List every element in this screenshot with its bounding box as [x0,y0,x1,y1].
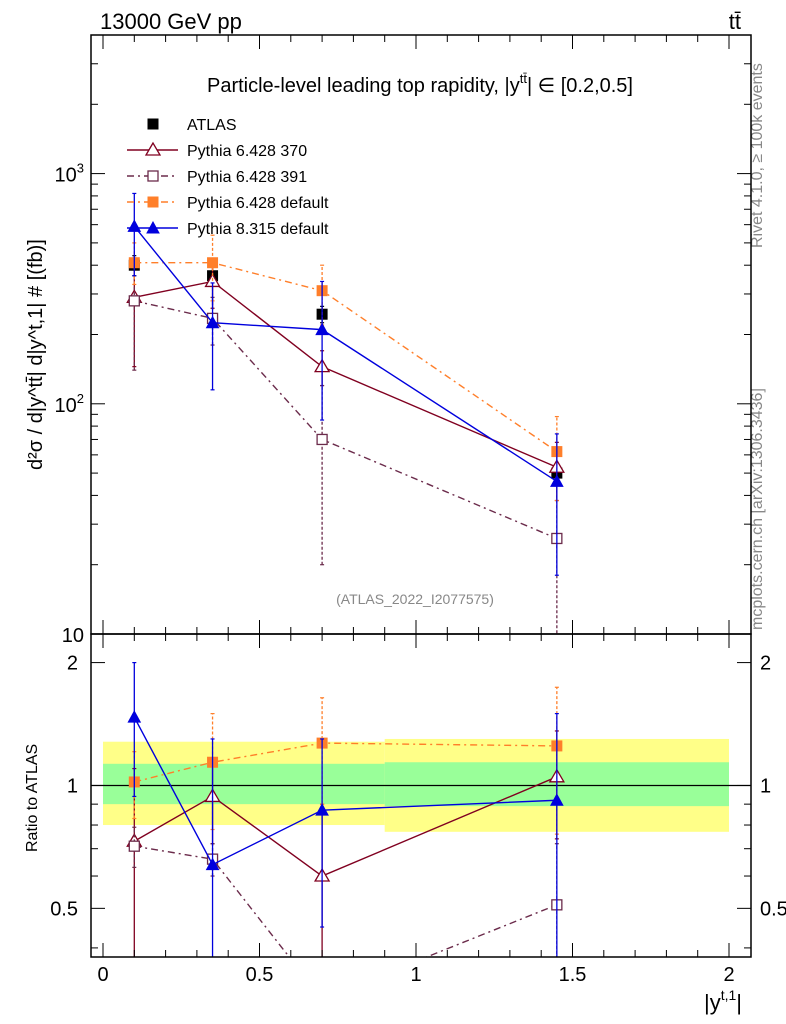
ratio-y-tick-label: 1 [67,775,78,797]
ratio-data-point [317,994,327,1004]
plot-title-sup: tt̄ [520,71,528,86]
x-axis-label-sup: t,1 [721,987,737,1003]
main-series-0 [128,255,563,485]
x-axis-label-main: |y [704,990,721,1015]
ratio-series-line-3 [134,742,557,783]
legend-label: Pythia 6.428 370 [187,143,307,160]
ratio-series-4 [127,661,564,957]
plot-title-main: Particle-level leading top rapidity, |y [207,75,520,97]
main-data-point [205,315,220,329]
legend-entry-2: Pythia 6.428 391 [127,169,307,186]
process-label: tt̄ [729,9,741,34]
main-series-1 [126,257,565,502]
ratio-data-point [315,803,329,816]
x-tick-label: 0.5 [246,964,274,986]
y-tick-label: 102 [55,391,84,417]
main-axis-ticks: 10 102 103 [55,34,751,647]
ratio-panel: 0 0.5 1 1.5 2 0.5 0.5 1 1 2 2 Ratio to ATLAS [24,633,786,1004]
ratio-y-tick-label: 2 [67,653,78,675]
main-data-point [550,474,564,487]
legend-marker [147,196,159,208]
x-axis-label: |yt,1| [704,987,742,1015]
legend-marker [147,170,159,182]
main-data-point [316,433,328,446]
main-series-line-1 [134,280,558,468]
ratio-series-line-1 [133,776,558,877]
legend-entry-4: Pythia 8.315 default [127,220,329,238]
ratio-band-inner [103,763,385,805]
main-series-2 [128,259,563,634]
legend-marker [147,118,159,130]
main-panel: 10 102 103 Particle-level leading top rapi… [25,34,752,647]
x-axis-label-tail: | [736,990,742,1015]
energy-label: 13000 GeV pp [100,9,242,34]
main-data-point [315,322,329,336]
main-series-4 [127,192,564,576]
legend-label: Pythia 8.315 default [187,221,329,238]
legend-label: ATLAS [187,117,237,134]
ratio-data-point [127,710,142,723]
analysis-id: (ATLAS_2022_I2077575) [336,591,494,607]
ratio-series-line-4 [133,716,557,866]
legend-label: Pythia 6.428 391 [187,169,307,186]
main-series-line-2 [134,300,558,540]
ratio-plot-series [91,661,751,1004]
ratio-frame [90,633,752,958]
y-axis-label: d²σ / d|y^tt̄| d|y^t,1| # [(fb)] [25,239,47,470]
legend-marker [146,220,160,234]
legend-marker [144,141,162,156]
legend-entry-1: Pythia 6.428 370 [127,141,307,160]
y-tick-label: 10 [62,625,84,647]
ratio-data-point [205,857,220,871]
legend: ATLAS Pythia 6.428 370 Pythia 6.428 391 Pyt… [127,117,329,238]
main-data-point [127,219,142,232]
legend-entry-0: ATLAS [147,117,237,134]
ratio-series-2 [128,826,563,1004]
main-plot-series [126,192,565,634]
mcplots-label: mcplots.cern.ch [arXiv:1306.3436] [749,388,766,630]
y-tick-label: 103 [55,161,84,187]
plot-title-tail: | ∈ [0.2,0.5] [527,75,633,97]
ratio-y-tick-label-right: 2 [760,653,771,675]
x-tick-label: 1 [410,964,421,986]
main-data-point [207,257,219,269]
ratio-axis-ticks: 0 0.5 1 1.5 2 0.5 0.5 1 1 2 2 [50,634,786,986]
main-series-line-4 [133,225,558,483]
ratio-y-label: Ratio to ATLAS [24,744,41,852]
main-series-3 [128,234,563,502]
main-data-point [128,295,140,307]
ratio-data-point [550,793,564,806]
legend-label: Pythia 6.428 default [187,195,329,212]
ratio-data-point [128,840,140,852]
ratio-y-tick-label-right: 0.5 [760,898,786,920]
x-tick-label: 2 [723,964,734,986]
rivet-label: Rivet 4.1.0, ≥ 100k events [749,63,766,248]
ratio-series-line-2 [134,845,558,957]
plot-title: Particle-level leading top rapidity, |yt… [207,71,633,97]
legend-entry-3: Pythia 6.428 default [127,195,329,212]
x-tick-label: 0 [97,964,108,986]
x-tick-label: 1.5 [559,964,587,986]
main-series-line-3 [134,262,558,453]
ratio-y-tick-label-right: 1 [760,775,771,797]
ratio-y-tick-label: 0.5 [50,898,78,920]
